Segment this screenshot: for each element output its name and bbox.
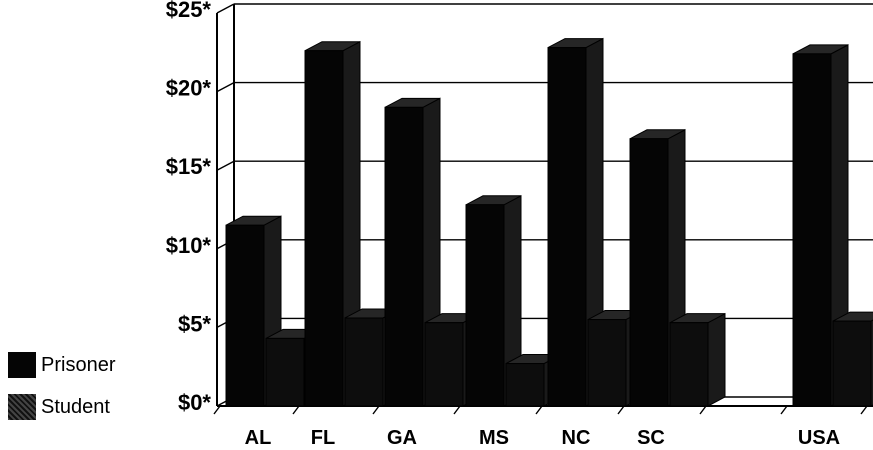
bar-front <box>832 320 872 407</box>
bar-front <box>465 204 505 407</box>
x-tick-mark <box>780 405 788 415</box>
x-tick-mark <box>453 405 461 415</box>
y-tick-label: $20* <box>166 76 212 101</box>
x-tick-labels: AL FL GA MS NC SC USA <box>245 427 840 449</box>
x-tick-mark <box>292 405 300 415</box>
prisoner-swatch <box>8 352 36 378</box>
legend-item-student: Student <box>8 392 115 422</box>
bar-front <box>384 106 424 407</box>
legend-item-prisoner: Prisoner <box>8 350 115 380</box>
x-tick-label: MS <box>479 427 509 449</box>
x-tick-mark <box>617 405 625 415</box>
y-tick-label: $10* <box>166 233 212 258</box>
x-tick-mark <box>213 405 221 415</box>
bar-front <box>344 317 384 407</box>
y-tick-label: $25* <box>166 0 212 22</box>
x-tick-label: NC <box>562 427 591 449</box>
gridline-depth <box>216 81 235 93</box>
bar-front <box>587 319 627 407</box>
bar-side <box>707 312 726 407</box>
bar-front <box>547 47 587 407</box>
y-tick-label: $5* <box>178 311 211 336</box>
bar-prisoner-ms <box>465 194 522 407</box>
bar-front <box>505 363 545 407</box>
bar-front <box>669 322 709 407</box>
y-tick-label: $15* <box>166 154 212 179</box>
bar-front <box>304 50 344 407</box>
x-tick-mark <box>699 405 707 415</box>
x-tick-label: AL <box>245 427 272 449</box>
x-tick-label: USA <box>798 427 840 449</box>
bar-prisoner-sc <box>629 128 686 407</box>
bar-front <box>424 322 464 407</box>
x-tick-label: FL <box>311 427 335 449</box>
gridline-depth <box>216 160 235 171</box>
legend-label-prisoner: Prisoner <box>41 353 116 376</box>
x-tick-label: GA <box>387 427 417 449</box>
bar-prisoner-al <box>225 215 282 407</box>
legend-label-student: Student <box>41 395 110 418</box>
gridline-depth <box>216 3 235 14</box>
y-tick-labels: $0* $5* $10* $15* $20* $25* <box>166 0 212 415</box>
bar-front <box>629 138 669 407</box>
x-tick-mark <box>860 405 868 415</box>
bar-front <box>792 53 832 407</box>
bar-student-usa <box>832 311 873 407</box>
bar-student-sc <box>669 312 726 407</box>
y-tick-label: $0* <box>178 390 211 415</box>
student-swatch <box>8 394 36 420</box>
bar-front <box>225 224 265 407</box>
bar-front <box>265 337 305 407</box>
x-tick-mark <box>535 405 543 415</box>
bars <box>225 37 873 407</box>
legend: Prisoner Student <box>8 350 115 434</box>
x-tick-mark <box>372 405 380 415</box>
x-tick-label: SC <box>637 427 665 449</box>
